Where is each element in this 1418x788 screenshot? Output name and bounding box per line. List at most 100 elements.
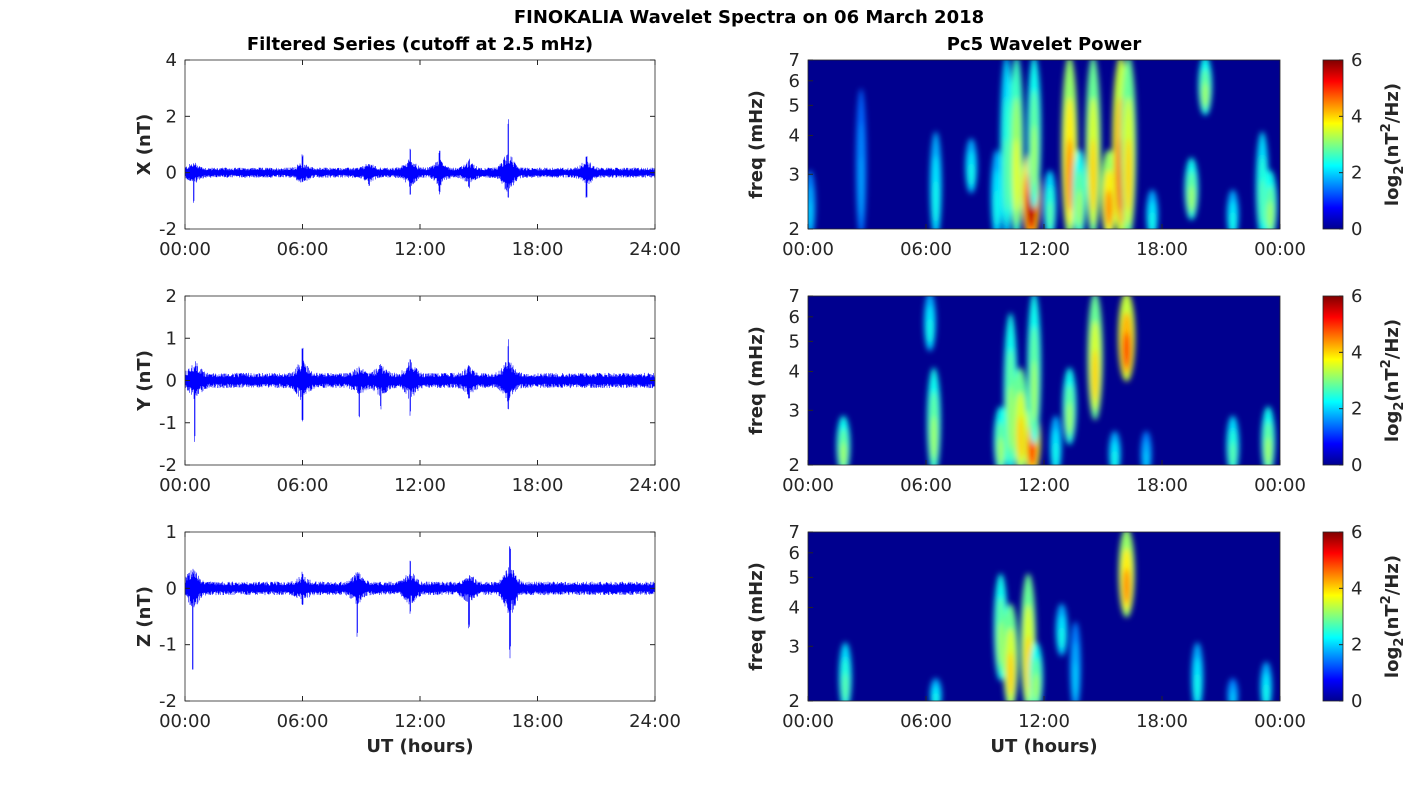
colorbar bbox=[1322, 295, 1344, 466]
freq-axis-label: freq (mHz) bbox=[746, 562, 767, 671]
x-tick-label: 06:00 bbox=[277, 475, 329, 496]
wavelet-power-blob bbox=[1125, 138, 1132, 212]
freq-tick-label: 7 bbox=[789, 286, 800, 307]
y-tick-label: -2 bbox=[159, 691, 177, 712]
x-tick-label: 00:00 bbox=[782, 711, 834, 732]
x-tick-label: 06:00 bbox=[900, 711, 952, 732]
series-axes-background bbox=[185, 532, 655, 701]
colorbar-label-part: /Hz) bbox=[1382, 83, 1403, 123]
colorbar-tick-label: 4 bbox=[1351, 106, 1362, 127]
colorbar bbox=[1322, 531, 1344, 702]
wavelet-power-blob bbox=[1053, 442, 1059, 465]
x-tick-label: 00:00 bbox=[1254, 711, 1306, 732]
colorbar-tick-label: 6 bbox=[1351, 522, 1362, 543]
series-axes-background bbox=[185, 60, 655, 229]
freq-tick-label: 7 bbox=[789, 522, 800, 543]
x-tick-label: 00:00 bbox=[782, 475, 834, 496]
y-tick-label: -1 bbox=[159, 635, 177, 656]
freq-tick-label: 5 bbox=[789, 567, 800, 588]
colorbar-tick-label: 2 bbox=[1351, 635, 1362, 656]
wavelet-power-blob bbox=[858, 156, 864, 217]
colorbar bbox=[1322, 59, 1344, 230]
x-tick-label: 00:00 bbox=[1254, 239, 1306, 260]
x-tick-label: 00:00 bbox=[159, 475, 211, 496]
spectrogram-blobs bbox=[838, 532, 1273, 701]
x-tick-label: 18:00 bbox=[512, 711, 564, 732]
figure-title: FINOKALIA Wavelet Spectra on 06 March 20… bbox=[514, 7, 984, 28]
colorbar-label-subscript: 2 bbox=[1392, 638, 1407, 647]
colorbar-tick-label: 6 bbox=[1351, 50, 1362, 71]
colorbar-label-part: log bbox=[1382, 175, 1403, 206]
wavelet-power-blob bbox=[927, 318, 933, 343]
x-tick-label: 24:00 bbox=[629, 711, 681, 732]
wavelet-power-blob bbox=[1149, 211, 1155, 229]
freq-tick-label: 2 bbox=[789, 219, 800, 240]
x-tick-label: 24:00 bbox=[629, 239, 681, 260]
colorbar-tick-label: 0 bbox=[1351, 455, 1362, 476]
spectrogram-blobs bbox=[836, 296, 1276, 465]
colorbar-label-superscript: 2 bbox=[1379, 595, 1394, 604]
wavelet-power-blob bbox=[1066, 402, 1073, 434]
x-tick-label: 18:00 bbox=[512, 239, 564, 260]
colorbar-tick-label: 0 bbox=[1351, 219, 1362, 240]
wavelet-power-blob bbox=[1122, 332, 1131, 369]
colorbar-tick-label: 6 bbox=[1351, 286, 1362, 307]
colorbar-label-part: /Hz) bbox=[1382, 555, 1403, 595]
colorbar-label: log2(nT2/Hz) bbox=[1379, 83, 1407, 206]
wavelet-power-blob bbox=[1267, 201, 1274, 229]
wavelet-power-blob bbox=[1073, 661, 1078, 698]
colorbar-tick-label: 2 bbox=[1351, 399, 1362, 420]
freq-tick-label: 4 bbox=[789, 125, 800, 146]
freq-tick-label: 3 bbox=[789, 164, 800, 185]
wavelet-power-blob bbox=[1265, 437, 1272, 465]
wavelet-power-blob bbox=[1031, 360, 1038, 422]
freq-axis-label: freq (mHz) bbox=[746, 90, 767, 199]
panel-z: -2 -1 0 1 00:00 06:00 12:00 18:00 24:00 Z (nT) 2 3 4… bbox=[134, 522, 1407, 732]
x-tick-label: 00:00 bbox=[159, 711, 211, 732]
left-column-title: Filtered Series (cutoff at 2.5 mHz) bbox=[247, 34, 593, 55]
y-tick-label: 0 bbox=[166, 371, 177, 392]
x-tick-label: 12:00 bbox=[394, 475, 446, 496]
colorbar-tick-label: 4 bbox=[1351, 342, 1362, 363]
wavelet-power-blob bbox=[1230, 211, 1236, 229]
x-tick-label: 06:00 bbox=[277, 239, 329, 260]
wavelet-power-blob bbox=[1188, 185, 1195, 211]
spectrogram-blobs bbox=[808, 60, 1277, 229]
spectrogram-marks bbox=[836, 296, 1276, 465]
x-tick-label: 06:00 bbox=[900, 475, 952, 496]
x-tick-label: 18:00 bbox=[1136, 239, 1188, 260]
x-tick-label: 00:00 bbox=[782, 239, 834, 260]
wavelet-power-blob bbox=[1059, 627, 1065, 649]
wavelet-power-blob bbox=[1066, 138, 1074, 212]
wavelet-power-blob bbox=[968, 163, 974, 186]
wavelet-power-blob bbox=[1194, 673, 1200, 701]
wavelet-power-blob bbox=[1202, 82, 1209, 107]
x-tick-label: 18:00 bbox=[1136, 475, 1188, 496]
wavelet-power-blob bbox=[1230, 692, 1236, 701]
freq-tick-label: 2 bbox=[789, 691, 800, 712]
freq-tick-label: 3 bbox=[789, 400, 800, 421]
y-tick-label: 1 bbox=[166, 522, 177, 543]
wavelet-power-blob bbox=[1091, 349, 1099, 402]
colorbar-label-part: (nT bbox=[1382, 132, 1403, 166]
wavelet-power-blob bbox=[933, 692, 939, 701]
wavelet-power-blob bbox=[997, 437, 1004, 465]
x-tick-label: 12:00 bbox=[1018, 239, 1070, 260]
wavelet-power-blob bbox=[842, 673, 849, 701]
colorbar-label-subscript: 2 bbox=[1392, 166, 1407, 175]
wavelet-power-blob bbox=[994, 189, 1000, 226]
freq-tick-label: 5 bbox=[789, 331, 800, 352]
series-line-y bbox=[185, 339, 655, 442]
x-tick-label: 06:00 bbox=[900, 239, 952, 260]
colorbar-label-subscript: 2 bbox=[1392, 402, 1407, 411]
x-tick-label: 12:00 bbox=[394, 239, 446, 260]
x-tick-label: 18:00 bbox=[1136, 711, 1188, 732]
spectrogram-marks bbox=[838, 532, 1273, 701]
wavelet-power-blob bbox=[1013, 138, 1020, 212]
wavelet-power-blob bbox=[930, 415, 937, 459]
y-tick-label: -2 bbox=[159, 455, 177, 476]
wavelet-power-blob bbox=[1123, 568, 1131, 605]
y-axis-label: Y (nT) bbox=[134, 350, 155, 412]
